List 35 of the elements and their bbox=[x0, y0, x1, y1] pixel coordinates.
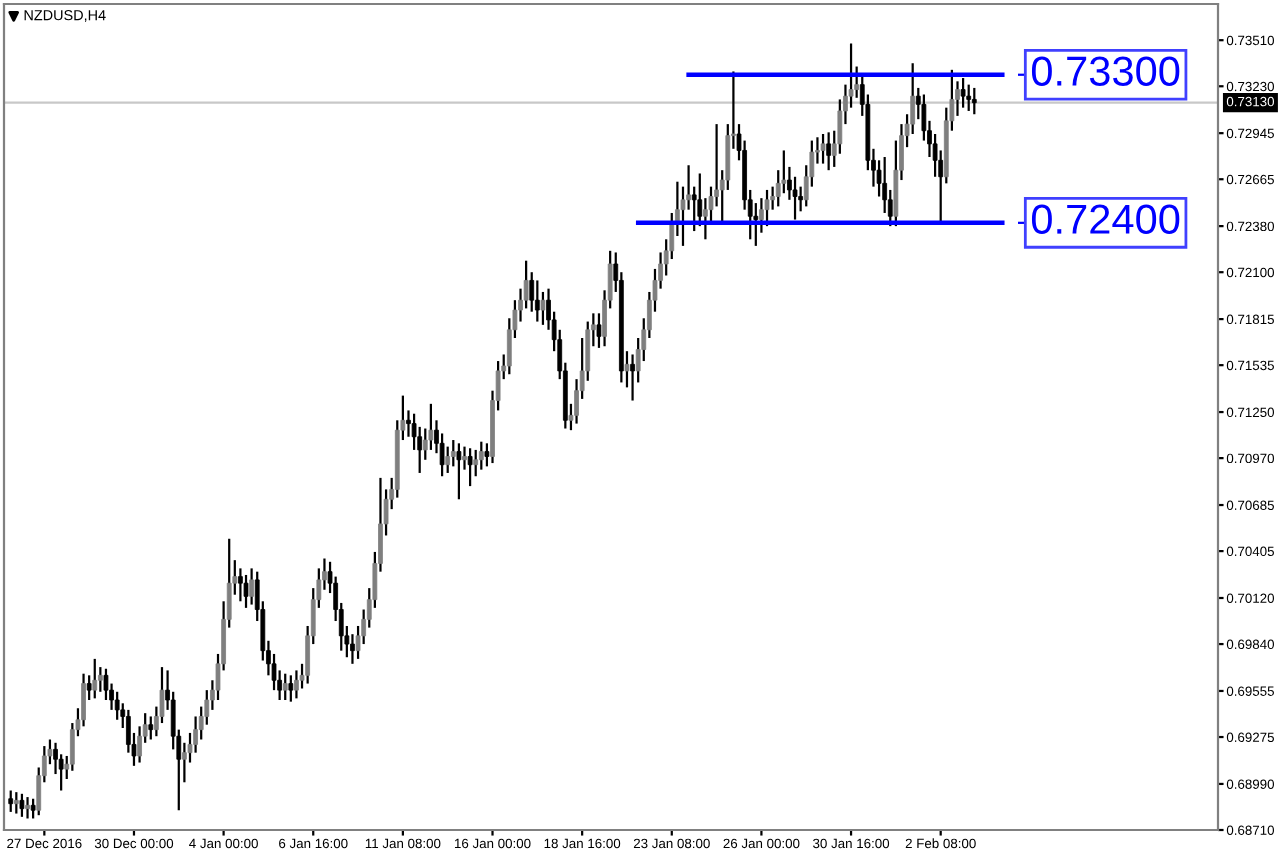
candlestick bbox=[114, 690, 120, 721]
candlestick bbox=[534, 279, 540, 323]
candlestick bbox=[456, 442, 462, 501]
candlestick bbox=[13, 791, 19, 815]
candlestick bbox=[81, 672, 86, 728]
candlestick bbox=[8, 789, 14, 814]
candlestick bbox=[445, 445, 451, 475]
candlestick bbox=[792, 175, 798, 221]
candlestick bbox=[97, 665, 103, 693]
candlestick bbox=[473, 448, 479, 478]
candlestick bbox=[92, 657, 98, 700]
candlestick bbox=[25, 795, 30, 820]
candlestick bbox=[540, 290, 546, 326]
candlestick bbox=[238, 567, 243, 603]
candlestick bbox=[243, 573, 249, 609]
candlestick bbox=[19, 792, 25, 818]
candlestick bbox=[764, 188, 770, 228]
candlestick bbox=[826, 131, 832, 172]
candlestick bbox=[966, 83, 972, 113]
candlestick bbox=[450, 438, 456, 468]
candlestick bbox=[148, 715, 154, 741]
candlestick bbox=[294, 669, 299, 700]
candlestick bbox=[960, 76, 966, 109]
candlestick bbox=[820, 132, 826, 165]
annotation: 0.73300 bbox=[1031, 56, 1180, 86]
candlestick bbox=[478, 440, 484, 471]
candlestick bbox=[30, 797, 36, 820]
candlestick bbox=[350, 633, 355, 665]
candlestick bbox=[971, 86, 977, 116]
candlestick bbox=[467, 447, 473, 488]
candlestick bbox=[288, 674, 294, 703]
candlestick bbox=[428, 402, 434, 452]
candlestick bbox=[103, 667, 109, 702]
annotation: 0.72400 bbox=[1031, 204, 1180, 235]
candlestick bbox=[282, 672, 288, 702]
